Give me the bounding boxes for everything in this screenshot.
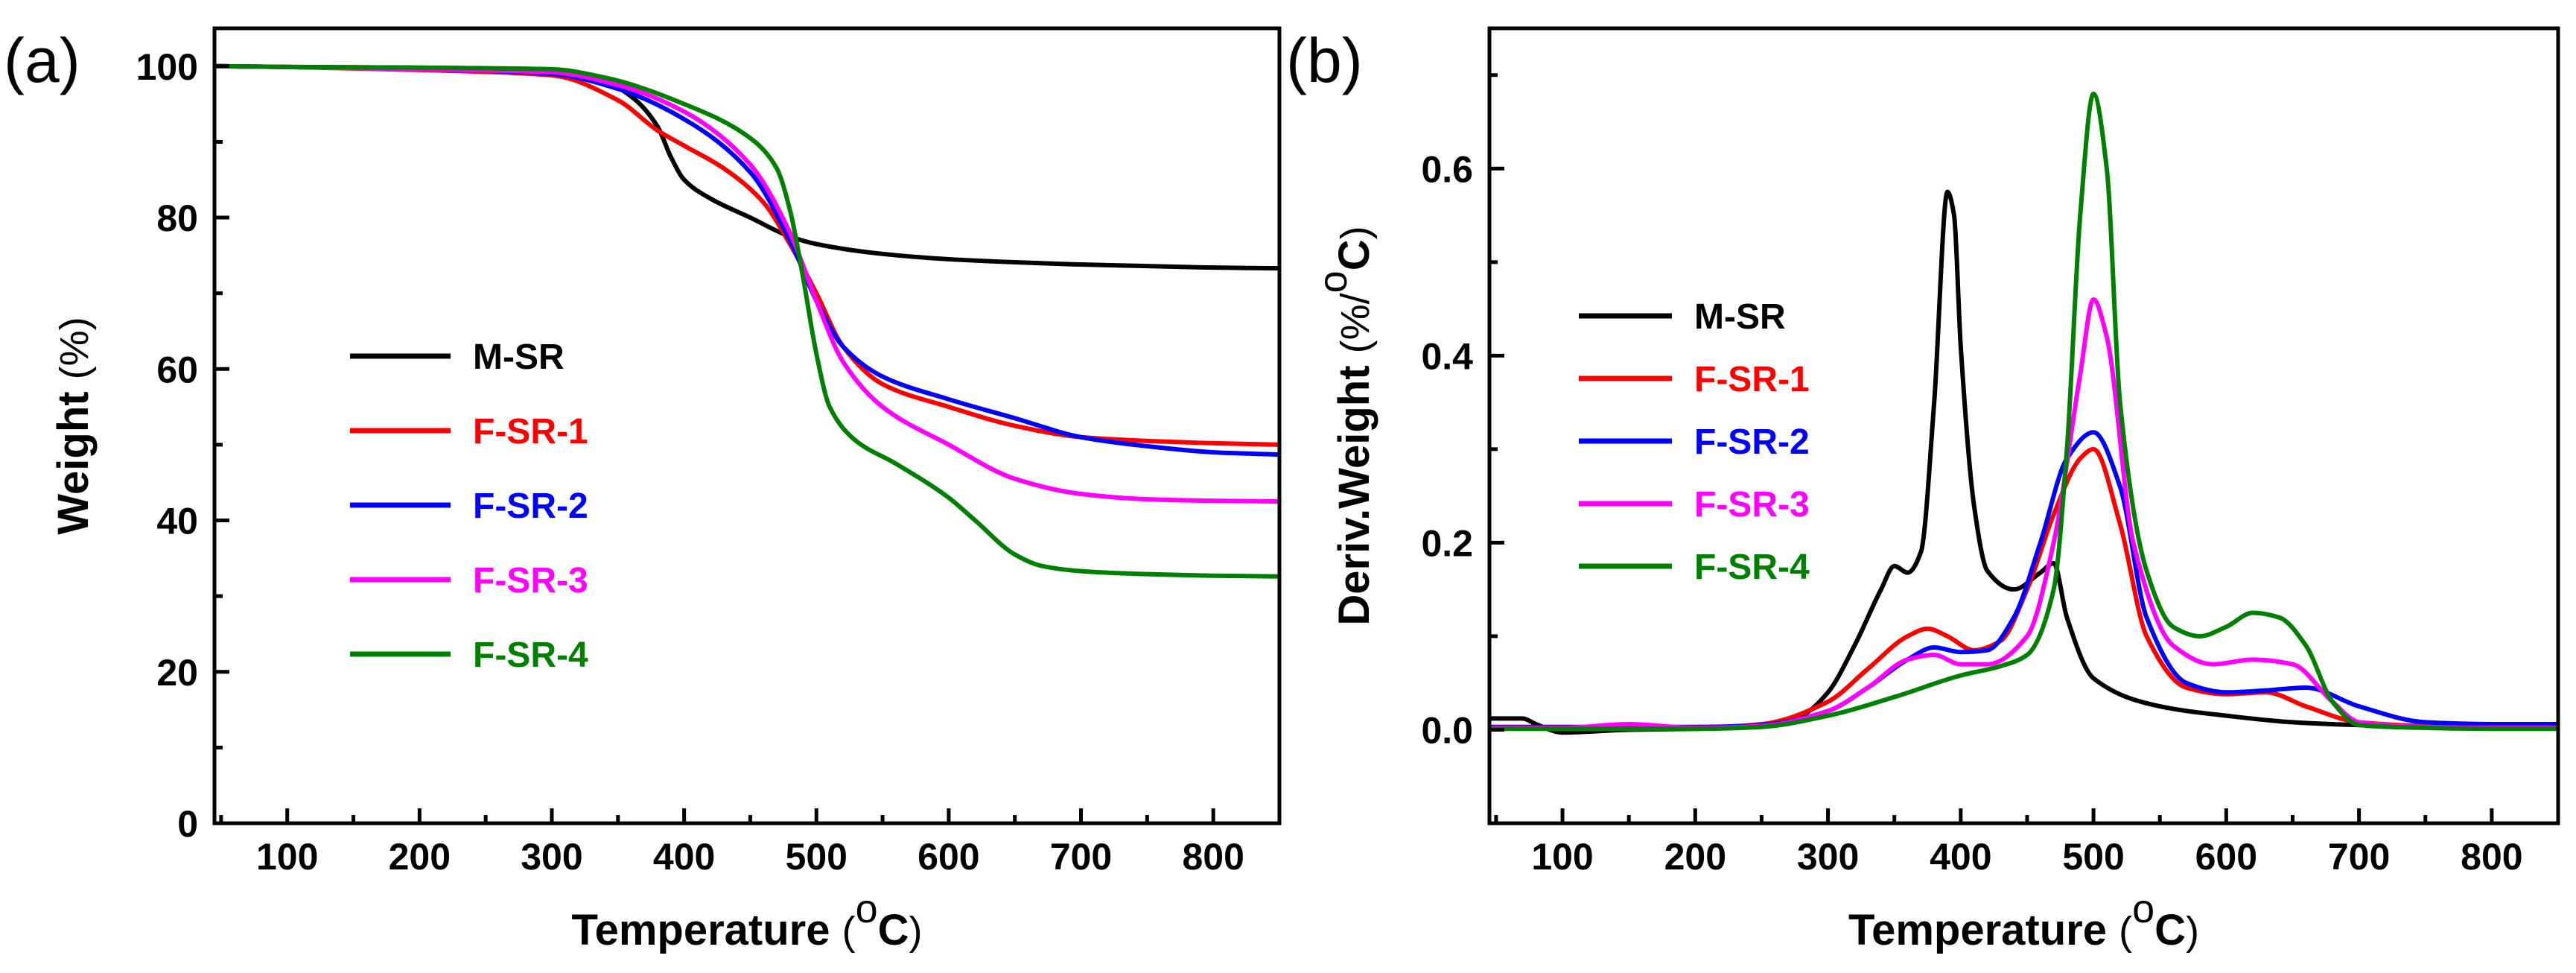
legend-label: F-SR-2: [473, 486, 588, 526]
chart-panel-b: (b) 100 200 300 400 500 600 700 800 0.0 0.2 0.4 0.6 T…: [1286, 25, 2560, 954]
legend-label: M-SR: [1694, 297, 1786, 337]
legend-label: F-SR-3: [1694, 485, 1810, 524]
series-line-f-sr-3: [1489, 297, 2558, 730]
series-line-f-sr-4: [214, 63, 1279, 579]
legend-label: M-SR: [473, 337, 565, 377]
y-tick-label: 0: [177, 803, 198, 845]
x-tick-label: 600: [2195, 836, 2257, 878]
y-tick-label: 0.0: [1421, 709, 1473, 751]
y-tick-label: 20: [156, 652, 198, 694]
y-tick-label: 0.6: [1421, 148, 1473, 190]
x-tick-label: 400: [1930, 836, 1991, 878]
y-tick-label: 0.4: [1421, 335, 1473, 377]
y-tick-label: 40: [156, 501, 198, 542]
legend-label: F-SR-3: [473, 561, 588, 600]
legend: M-SR F-SR-1 F-SR-2 F-SR-3 F-SR-4: [350, 337, 588, 675]
x-tick-label: 500: [786, 836, 847, 878]
x-tick-label: 300: [521, 836, 582, 878]
legend-label: F-SR-4: [1694, 548, 1810, 587]
x-tick-label: 500: [2062, 836, 2124, 878]
series-line-f-sr-3: [214, 63, 1279, 504]
series-line-f-sr-2: [214, 63, 1279, 457]
series-line-f-sr-1: [1489, 446, 2558, 730]
y-tick-label: 100: [136, 46, 198, 88]
y-axis-title: Weight (%): [49, 317, 98, 534]
plot-frame: [1487, 26, 2560, 825]
x-tick-label: 600: [917, 836, 979, 878]
x-tick-label: 800: [1182, 836, 1244, 878]
legend: M-SR F-SR-1 F-SR-2 F-SR-3 F-SR-4: [1579, 297, 1810, 587]
panel-label: (b): [1286, 25, 1363, 95]
x-tick-label: 200: [389, 836, 451, 878]
legend-label: F-SR-4: [473, 636, 588, 675]
x-axis-title: Temperature (oC): [1848, 887, 2199, 954]
panel-label: (a): [4, 25, 80, 95]
legend-label: F-SR-1: [1694, 360, 1810, 399]
x-tick-label: 200: [1664, 836, 1726, 878]
legend-label: F-SR-2: [1694, 422, 1810, 462]
x-tick-label: 300: [1797, 836, 1859, 878]
x-tick-label: 800: [2461, 836, 2522, 878]
y-tick-label: 80: [156, 197, 198, 239]
legend-label: F-SR-1: [473, 412, 588, 451]
series-line-m-sr: [1489, 189, 2558, 735]
x-tick-label: 400: [653, 836, 715, 878]
x-tick-label: 700: [1050, 836, 1112, 878]
series-line-f-sr-4: [1489, 91, 2558, 732]
x-tick-label: 100: [1531, 836, 1593, 878]
series-line-f-sr-1: [214, 63, 1279, 447]
y-tick-label: 0.2: [1421, 522, 1473, 564]
x-tick-label: 700: [2328, 836, 2390, 878]
y-axis-title: Deriv.Weight (%/oC): [1311, 226, 1378, 625]
plot-frame: [212, 26, 1282, 825]
x-tick-label: 100: [256, 836, 318, 878]
series-line-f-sr-2: [1489, 430, 2558, 729]
y-tick-label: 60: [156, 349, 198, 390]
chart-panel-a: (a) 100 200 300 400 500 600 700 800 0 20 40 60 80 100 T…: [4, 25, 1282, 954]
x-axis-title: Temperature (oC): [571, 887, 922, 954]
